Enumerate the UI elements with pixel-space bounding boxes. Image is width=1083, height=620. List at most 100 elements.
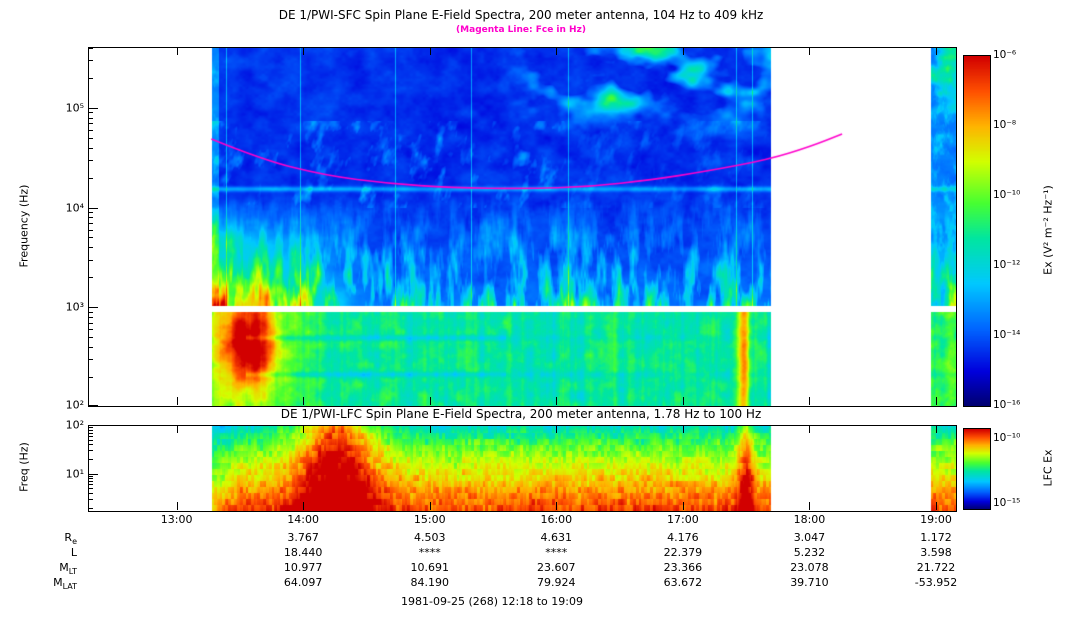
ephemeris-value: 10.691 [410, 561, 449, 574]
sfc-y-minor-tick [89, 212, 93, 214]
sfc-y-minor-tick [89, 130, 93, 132]
sfc-y-minor-tick [89, 60, 93, 62]
x-tick-label: 14:00 [287, 513, 320, 526]
sfc-y-tick-label: 10³ [65, 300, 84, 314]
lfc-y-tick-label: 10¹ [65, 467, 84, 481]
x-tick-label: 17:00 [667, 513, 699, 526]
sfc-colorbar-tick-label: 10⁻⁶ [993, 49, 1017, 61]
ephemeris-value: 3.047 [793, 531, 826, 544]
sfc-y-axis-label: Frequency (Hz) [17, 184, 31, 268]
lfc-y-minor-tick [89, 435, 93, 437]
sfc-y-tick-mark [89, 307, 98, 309]
sfc-y-minor-tick [89, 217, 93, 219]
ephemeris-value: 23.078 [790, 561, 829, 574]
sfc-y-minor-tick [89, 237, 93, 239]
lfc-y-minor-tick [89, 427, 93, 429]
sfc-y-minor-tick [89, 159, 93, 161]
sfc-y-tick-mark [89, 107, 98, 109]
sfc-y-minor-tick [89, 329, 93, 331]
ephemeris-value: **** [418, 546, 441, 559]
sfc-y-minor-tick [89, 229, 93, 231]
eph-l-main: L [70, 546, 77, 559]
lfc-y-minor-tick [89, 444, 93, 446]
sfc-colorbar-tick-label: 10⁻⁸ [993, 119, 1017, 131]
eph-mlt-sub: LT [68, 567, 77, 577]
sfc-y-minor-tick [89, 346, 93, 348]
eph-mlt-main: M [59, 561, 69, 574]
sfc-y-minor-tick [89, 123, 93, 125]
x-tick-mark [682, 502, 684, 510]
x-tick-mark [556, 397, 558, 405]
eph-re-main: R [64, 531, 73, 544]
lfc-colorbar-tick-label: 10⁻¹⁰ [993, 431, 1021, 444]
sfc-y-tick-mark [89, 405, 98, 406]
sfc-y-minor-tick [89, 259, 93, 261]
eph-mlat-sub: LAT [62, 582, 77, 592]
x-tick-mark [303, 502, 305, 510]
lfc-y-minor-tick [89, 481, 93, 483]
lfc-y-tick-label: 10² [65, 418, 84, 432]
ephemeris-value: 64.097 [283, 576, 323, 589]
ephemeris-row-label-mlt: MLT [40, 561, 77, 578]
sfc-title: DE 1/PWI-SFC Spin Plane E-Field Spectra,… [278, 8, 764, 22]
sfc-y-minor-tick [89, 277, 93, 279]
x-tick-label: 13:00 [160, 513, 193, 526]
lfc-y-axis-label: Freq (Hz) [17, 442, 31, 492]
x-tick-mark [303, 397, 305, 405]
sfc-y-tick-mark [89, 207, 98, 209]
sfc-y-minor-tick [89, 77, 93, 79]
x-tick-mark [809, 502, 811, 510]
ephemeris-value: 63.672 [663, 576, 703, 589]
x-tick-mark [936, 397, 937, 405]
fce-line-canvas [89, 48, 956, 406]
ephemeris-value: 3.598 [920, 546, 952, 559]
ephemeris-value: 4.176 [667, 531, 699, 544]
lfc-y-minor-tick [89, 439, 93, 441]
ephemeris-value: -53.952 [914, 576, 958, 589]
sfc-y-minor-tick [89, 177, 93, 179]
sfc-y-minor-tick [89, 359, 93, 361]
x-tick-label: 15:00 [413, 513, 446, 526]
lfc-colorbar-label: LFC Ex [1041, 449, 1055, 487]
lfc-y-minor-tick [89, 507, 93, 509]
x-tick-mark [556, 425, 558, 433]
sfc-y-tick-label: 10⁵ [65, 101, 84, 115]
sfc-y-minor-tick [89, 47, 93, 49]
lfc-y-minor-tick [89, 478, 93, 480]
ephemeris-value: 4.631 [540, 531, 573, 544]
x-tick-label: 16:00 [540, 513, 573, 526]
x-tick-mark [429, 397, 431, 405]
x-tick-label: 18:00 [793, 513, 826, 526]
x-tick-mark [176, 425, 178, 433]
footer-date-range: 1981-09-25 (268) 12:18 to 19:09 [401, 595, 583, 608]
sfc-y-tick-label: 10⁴ [65, 201, 84, 214]
sfc-y-minor-tick [89, 337, 93, 339]
lfc-colorbar-gradient [964, 429, 990, 509]
ephemeris-value: 10.977 [283, 561, 323, 574]
x-tick-mark [682, 397, 684, 405]
sfc-colorbar-tick-label: 10⁻¹⁶ [993, 399, 1021, 411]
lfc-y-tick-mark [89, 425, 98, 426]
sfc-colorbar-gradient [964, 56, 990, 406]
sfc-y-minor-tick [89, 112, 93, 114]
ephemeris-value: 1.172 [920, 531, 952, 544]
x-tick-mark [809, 397, 811, 405]
ephemeris-row-label-l: L [40, 546, 77, 563]
lfc-y-minor-tick [89, 498, 93, 500]
eph-mlat-main: M [53, 576, 63, 589]
sfc-colorbar-tick-label: 10⁻¹⁴ [993, 329, 1021, 341]
sfc-colorbar [963, 55, 991, 407]
x-tick-mark [936, 425, 937, 433]
ephemeris-value: 21.722 [916, 561, 956, 574]
x-tick-mark [303, 425, 305, 433]
x-tick-mark [682, 425, 684, 433]
lfc-y-minor-tick [89, 429, 93, 431]
ephemeris-value: 5.232 [793, 546, 826, 559]
lfc-y-minor-tick [89, 475, 93, 477]
ephemeris-value: 39.710 [790, 576, 829, 589]
ephemeris-value: 18.440 [283, 546, 323, 559]
ephemeris-value: 22.379 [663, 546, 703, 559]
sfc-colorbar-tick-label: 10⁻¹⁰ [993, 189, 1021, 201]
ephemeris-value: 23.607 [537, 561, 576, 574]
lfc-y-minor-tick [89, 492, 93, 494]
